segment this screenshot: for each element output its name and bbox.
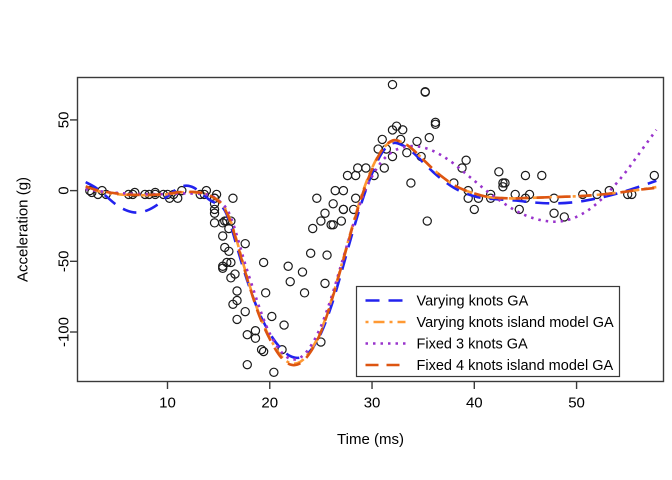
data-point [226, 216, 236, 226]
data-point [224, 246, 234, 256]
data-point [230, 269, 240, 279]
x-tick-label: 50 [568, 395, 585, 412]
legend-label-3: Fixed 3 knots GA [417, 337, 529, 353]
x-tick-label: 30 [364, 395, 381, 412]
data-point [322, 250, 332, 260]
data-point [398, 125, 408, 135]
data-point [256, 344, 267, 355]
legend: Varying knots GA Varying knots island mod… [355, 285, 621, 378]
data-point [240, 238, 250, 249]
data-point [494, 167, 504, 177]
data-point [316, 216, 326, 226]
data-point [297, 267, 308, 277]
data-point [406, 178, 416, 188]
data-point [338, 185, 349, 196]
data-point [402, 148, 412, 158]
data-point [258, 257, 269, 268]
data-point [338, 204, 349, 215]
data-point [283, 261, 293, 271]
data-point [269, 367, 279, 378]
data-point [537, 170, 547, 181]
data-point [328, 199, 338, 209]
data-point [226, 257, 236, 268]
data-point [285, 276, 295, 287]
data-point [559, 212, 570, 222]
data-point [320, 278, 330, 289]
data-point [209, 208, 220, 218]
fit-curves-group [85, 129, 658, 367]
plot-frame [76, 76, 665, 383]
data-point [232, 286, 242, 296]
data-point [461, 155, 471, 165]
fit-curve-3 [85, 129, 658, 361]
legend-label-4: Fixed 4 knots island model GA [417, 358, 614, 374]
data-point [649, 170, 660, 181]
data-point [177, 185, 187, 196]
x-tick-label: 20 [261, 395, 278, 412]
data-point [279, 320, 289, 330]
data-point [387, 79, 398, 90]
data-point [312, 193, 322, 203]
data-point [424, 132, 434, 143]
data-point [242, 359, 252, 370]
x-tick-label: 10 [159, 395, 176, 412]
legend-label-1: Varying knots GA [417, 294, 529, 310]
data-point [430, 117, 441, 128]
legend-label-2: Varying knots island model GA [417, 315, 615, 331]
data-point [350, 193, 361, 203]
data-point [549, 208, 559, 218]
y-axis-ticks: 50 0 -50 -100 [56, 112, 78, 347]
y-tick-label: -100 [56, 317, 73, 347]
data-point [258, 346, 269, 357]
data-point [336, 216, 347, 226]
data-point [500, 178, 510, 188]
y-tick-label: 0 [56, 186, 73, 194]
data-point [379, 163, 390, 173]
data-point [209, 204, 220, 215]
y-tick-label: 50 [56, 112, 73, 129]
y-axis-title: Acceleration (g) [14, 177, 31, 282]
data-point [228, 193, 238, 203]
data-point [232, 314, 242, 325]
data-point [524, 189, 535, 200]
data-point [218, 231, 228, 241]
data-point [469, 204, 479, 215]
data-point [520, 170, 531, 181]
data-point [222, 257, 232, 268]
x-axis-title: Time (ms) [337, 431, 404, 448]
data-point [308, 223, 318, 234]
data-point [250, 333, 261, 343]
data-point [242, 330, 252, 340]
data-point [377, 134, 387, 145]
data-point [232, 295, 242, 306]
data-point [305, 248, 316, 258]
data-point [387, 151, 398, 162]
data-point [250, 326, 261, 336]
data-point [240, 306, 250, 317]
x-tick-label: 40 [466, 395, 483, 412]
data-point [420, 86, 430, 97]
data-point [422, 216, 432, 226]
data-point [412, 136, 422, 147]
fit-curve-4 [85, 138, 657, 367]
data-point [328, 220, 338, 230]
data-point [361, 163, 371, 173]
data-point [320, 208, 330, 218]
x-axis-ticks: 10 20 30 40 50 [159, 381, 585, 412]
data-point [260, 288, 271, 298]
data-point [267, 311, 277, 322]
y-tick-label: -50 [56, 250, 73, 272]
data-point [299, 288, 310, 298]
